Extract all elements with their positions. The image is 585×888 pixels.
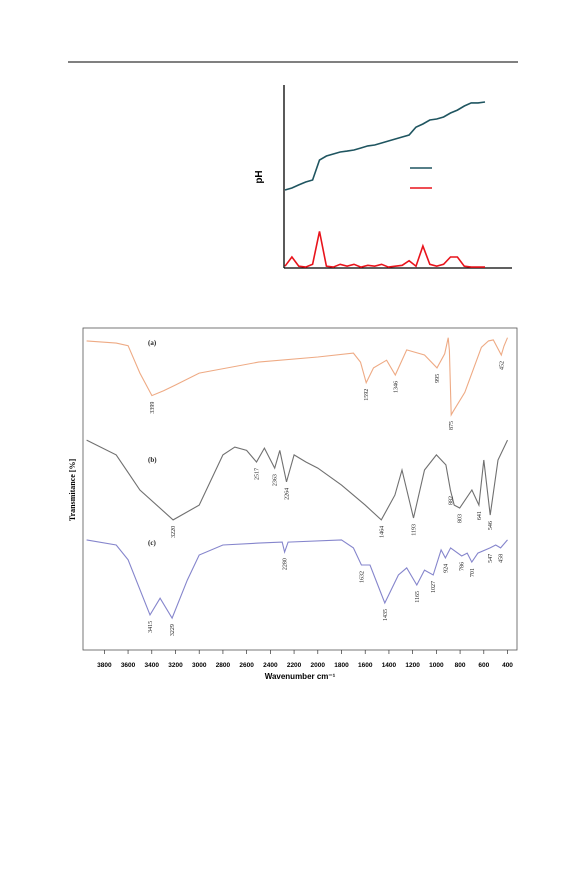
- peak-label: 1592: [364, 389, 370, 401]
- x-tick-label: 3600: [121, 662, 136, 669]
- peak-label: 2264: [284, 488, 290, 500]
- plot-frame: [82, 327, 518, 651]
- peak-label: 3415: [148, 621, 154, 633]
- peak-label: 803: [458, 514, 464, 523]
- figure-ftir: Transmitance [%] Wavenumber cm⁻¹: [68, 327, 518, 681]
- peak-label: 2363: [273, 474, 279, 486]
- series-label: (c): [148, 539, 156, 547]
- x-axis-label: Wavenumber cm⁻¹: [265, 672, 336, 681]
- peak-label: 458: [499, 554, 505, 563]
- x-tick-label: 1800: [334, 662, 349, 669]
- x-tick-label: 3000: [192, 662, 207, 669]
- peak-label: 1464: [379, 526, 385, 538]
- spectrum-line: [86, 539, 508, 620]
- peak-label: 3229: [170, 624, 176, 636]
- spectrum-line: [86, 337, 509, 417]
- x-tick-label: 2200: [287, 662, 302, 669]
- peak-label: 1435: [383, 609, 389, 621]
- x-tick-label: 1200: [405, 662, 420, 669]
- x-tick-label: 1600: [358, 662, 373, 669]
- data-line: [284, 231, 485, 268]
- figure-ph: pH: [254, 85, 512, 269]
- peak-label: 1027: [431, 581, 437, 593]
- x-tick-label: 2800: [216, 662, 231, 669]
- x-tick-label: 2400: [263, 662, 278, 669]
- y-axis-label: Transmitance [%]: [68, 459, 77, 522]
- peak-label: 786: [460, 562, 466, 571]
- peak-label: 547: [488, 554, 494, 563]
- x-tick-label: 800: [455, 662, 466, 669]
- peak-label: 701: [470, 568, 476, 577]
- peak-label: 1632: [359, 571, 365, 583]
- series-label: (b): [148, 456, 157, 464]
- peak-label: 2280: [283, 558, 289, 570]
- peak-label: 924: [443, 564, 449, 573]
- peak-label: 1346: [393, 381, 399, 393]
- data-line: [284, 101, 486, 191]
- peak-label: 1165: [415, 591, 421, 603]
- peak-label: 3399: [150, 402, 156, 414]
- x-tick-label: 400: [502, 662, 513, 669]
- peak-label: 875: [449, 421, 455, 430]
- x-tick-label: 3400: [145, 662, 160, 669]
- peak-label: 546: [488, 521, 494, 530]
- x-tick-label: 1000: [429, 662, 444, 669]
- x-tick-label: 600: [478, 662, 489, 669]
- peak-label: 2517: [254, 468, 260, 480]
- peak-label: 3220: [171, 526, 177, 538]
- peak-label: 452: [499, 361, 505, 370]
- peak-label: 995: [435, 374, 441, 383]
- spectrum-line: [86, 439, 508, 521]
- x-tick-label: 3800: [97, 662, 112, 669]
- series-label: (a): [148, 339, 157, 347]
- x-tick-label: 2600: [239, 662, 254, 669]
- y-axis-label: pH: [254, 170, 265, 183]
- x-tick-label: 2000: [311, 662, 326, 669]
- x-tick-label: 1400: [382, 662, 397, 669]
- peak-label: 882: [448, 496, 454, 505]
- x-tick-label: 3200: [168, 662, 183, 669]
- peak-label: 1193: [411, 524, 417, 536]
- peak-label: 641: [477, 511, 483, 520]
